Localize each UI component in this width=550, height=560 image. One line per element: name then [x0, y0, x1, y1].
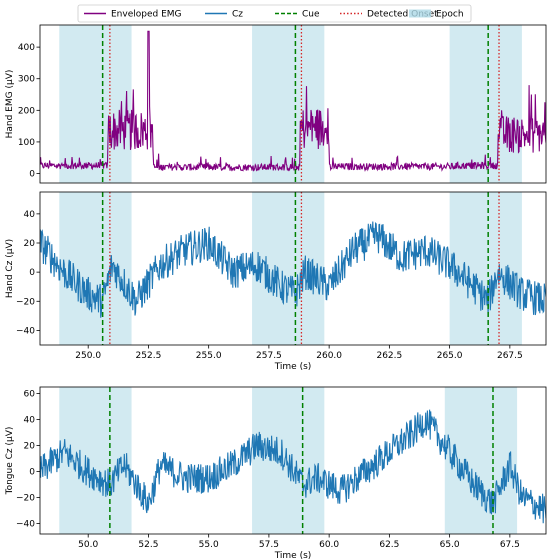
x-tick-label: 50.0 [78, 540, 98, 550]
legend-label: Detected Onset [367, 10, 438, 20]
x-tick-label: 55.0 [199, 540, 219, 550]
x-tick-label: 62.5 [379, 540, 399, 550]
epoch-band [252, 387, 325, 534]
axes-frame [39, 24, 547, 184]
epoch-band [449, 192, 522, 345]
x-tick-label: 255.0 [196, 351, 222, 361]
y-axis-label: Hand EMG (μV) [5, 70, 15, 139]
x-axis-label: Time (s) [274, 362, 312, 372]
x-tick-label: 250.0 [75, 351, 101, 361]
y-tick-label: −20 [16, 297, 35, 307]
x-tick-label: 267.5 [497, 351, 523, 361]
series-line [40, 30, 546, 172]
epoch-band [444, 387, 518, 534]
y-tick-label: 20 [24, 239, 36, 249]
y-axis-label: Hand Cz (μV) [5, 239, 15, 298]
legend-label: Cz [232, 10, 243, 20]
legend-label: Epoch [436, 10, 464, 20]
x-tick-label: 52.5 [138, 540, 158, 550]
panel-hand-cz: −40 −20 0 20 40 250.0 252.5 255.0 257.5 260.0 262.… [5, 191, 547, 372]
x-tick-label: 57.5 [259, 540, 279, 550]
y-tick-label: 60 [24, 390, 36, 400]
panel-hand-emg: 0 100 200 300 400 Hand EMG (μV) [5, 24, 547, 184]
x-tick-label: 265.0 [437, 351, 463, 361]
series-line [40, 409, 546, 524]
axes-frame [39, 386, 547, 535]
y-tick-label: −40 [16, 520, 35, 530]
x-tick-label: 257.5 [256, 351, 282, 361]
x-tick-label: 67.5 [500, 540, 520, 550]
y-tick-label: 40 [24, 210, 36, 220]
y-tick-label: 40 [24, 416, 36, 426]
y-tick-label: −40 [16, 326, 35, 336]
x-tick-label: 60.0 [319, 540, 339, 550]
y-tick-label: 400 [18, 43, 35, 53]
x-tick-label: 260.0 [316, 351, 342, 361]
y-tick-label: 0 [29, 468, 35, 478]
x-axis-label: Time (s) [274, 551, 312, 560]
y-tick-label: 0 [29, 170, 35, 180]
series-line [40, 221, 546, 318]
legend-label: Enveloped EMG [111, 10, 182, 20]
axes-frame [39, 191, 547, 346]
legend-label: Cue [302, 10, 320, 20]
y-tick-label: 20 [24, 442, 36, 452]
legend-box [77, 4, 472, 23]
y-tick-label: 300 [18, 75, 35, 85]
epoch-band [59, 25, 132, 183]
y-tick-label: 100 [18, 138, 35, 148]
x-tick-label: 262.5 [376, 351, 402, 361]
y-tick-label: −20 [16, 494, 35, 504]
y-axis-label: Tongue Cz (μV) [5, 427, 15, 496]
legend-swatch-epoch [409, 9, 431, 18]
epoch-band [59, 192, 132, 345]
x-tick-label: 252.5 [136, 351, 162, 361]
panel-tongue-cz: −40 −20 0 20 40 60 50.0 52.5 55.0 57.5 60.0 62.5 65.… [5, 386, 547, 560]
y-tick-label: 200 [18, 106, 35, 116]
x-tick-label: 65.0 [440, 540, 460, 550]
y-tick-label: 0 [29, 268, 35, 278]
epoch-band [252, 25, 325, 183]
